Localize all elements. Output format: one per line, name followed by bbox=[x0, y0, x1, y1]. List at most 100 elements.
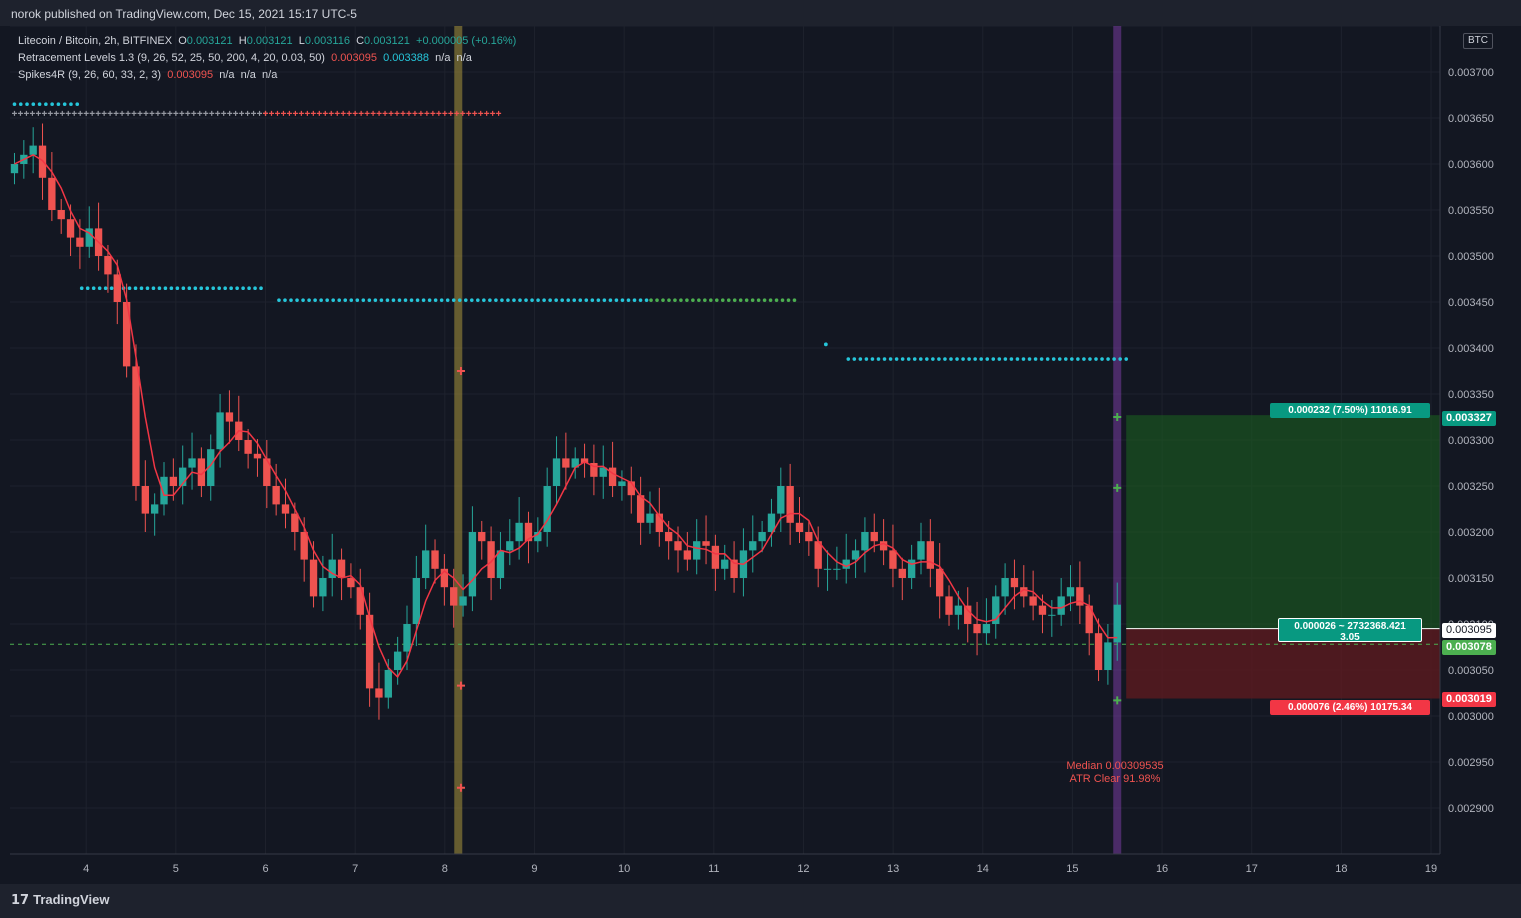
level-cross bbox=[280, 110, 286, 116]
candle bbox=[758, 532, 766, 542]
price-tick-label: 0.003200 bbox=[1448, 527, 1494, 539]
candle bbox=[552, 458, 561, 486]
candle bbox=[543, 486, 551, 532]
candle bbox=[113, 274, 121, 302]
candle bbox=[646, 513, 654, 523]
tradingview-logo[interactable]: 17 TradingView bbox=[11, 892, 109, 908]
candle bbox=[141, 486, 149, 514]
candle bbox=[861, 532, 869, 551]
level-dot bbox=[223, 286, 227, 291]
target-zone bbox=[1126, 415, 1440, 629]
candle bbox=[281, 504, 290, 514]
candle bbox=[833, 568, 841, 570]
level-dot bbox=[792, 298, 797, 302]
time-tick-label: 4 bbox=[83, 863, 89, 875]
footer-bar: 17 TradingView bbox=[0, 884, 1521, 918]
price-tick-label: 0.003600 bbox=[1448, 159, 1494, 171]
level-dot bbox=[1021, 357, 1026, 361]
price-tick-label: 0.003000 bbox=[1448, 711, 1494, 723]
legend-l-label: L bbox=[298, 35, 305, 47]
level-dot bbox=[967, 357, 971, 361]
level-dot bbox=[482, 298, 486, 302]
level-cross bbox=[41, 110, 47, 116]
level-cross bbox=[137, 110, 143, 116]
median-price-tag: 0.003078 bbox=[1442, 640, 1496, 655]
level-dot bbox=[1063, 357, 1068, 361]
level-cross bbox=[340, 110, 346, 116]
level-cross bbox=[388, 110, 394, 116]
candle bbox=[104, 256, 112, 275]
level-dot bbox=[1124, 357, 1129, 361]
position-info-label: 0.000026 ~ 2732368.421 3.05 bbox=[1278, 618, 1422, 643]
level-dot bbox=[780, 298, 785, 302]
level-cross bbox=[11, 110, 17, 116]
candle bbox=[683, 550, 692, 560]
candle bbox=[263, 458, 271, 486]
currency-label: BTC bbox=[1463, 33, 1493, 49]
level-dot bbox=[463, 298, 468, 302]
level-dot bbox=[103, 286, 108, 291]
level-cross bbox=[179, 110, 185, 116]
legend-indicator-spikes[interactable]: Spikes4R (9, 26, 60, 33, 2, 3) 0.003095 … bbox=[18, 69, 277, 81]
candle bbox=[244, 440, 252, 454]
price-tick-label: 0.003700 bbox=[1448, 67, 1494, 79]
indicator-retracement-label: Retracement Levels 1.3 (9, 26, 52, 25, 5… bbox=[18, 52, 325, 64]
candle bbox=[57, 210, 65, 220]
level-cross bbox=[251, 110, 257, 116]
level-cross bbox=[358, 110, 364, 116]
brand-name: TradingView bbox=[33, 892, 110, 907]
level-dot bbox=[931, 357, 935, 361]
level-cross bbox=[167, 110, 173, 116]
level-dot bbox=[235, 286, 239, 291]
candle bbox=[777, 486, 785, 514]
candle bbox=[515, 522, 523, 542]
level-cross bbox=[310, 110, 316, 116]
legend-high: 0.003121 bbox=[246, 35, 293, 47]
level-cross bbox=[472, 110, 478, 116]
level-cross bbox=[209, 110, 215, 116]
candle bbox=[403, 624, 411, 652]
candle bbox=[599, 467, 607, 477]
candle bbox=[440, 568, 449, 588]
chart-area[interactable]: 0.0029000.0029500.0030000.0030500.003100… bbox=[10, 25, 1510, 884]
level-dot bbox=[355, 298, 360, 302]
candle bbox=[898, 568, 906, 578]
level-cross bbox=[227, 110, 233, 116]
gridlines bbox=[10, 25, 1440, 855]
candle bbox=[795, 522, 804, 532]
candle bbox=[767, 513, 776, 532]
level-dot bbox=[145, 286, 150, 291]
level-dot bbox=[506, 298, 510, 302]
candle bbox=[160, 476, 168, 505]
level-dot bbox=[1070, 357, 1074, 361]
level-cross bbox=[406, 110, 412, 116]
level-dot bbox=[109, 286, 114, 291]
candle bbox=[973, 624, 981, 634]
candle bbox=[1066, 587, 1075, 597]
spike-mark bbox=[1113, 483, 1122, 492]
candle bbox=[1085, 605, 1093, 634]
level-dot bbox=[157, 286, 162, 291]
level-cross bbox=[65, 110, 71, 116]
spike-mark bbox=[1113, 696, 1122, 705]
candle bbox=[225, 412, 234, 422]
candle bbox=[954, 605, 963, 615]
price-chart[interactable]: 0.0029000.0029500.0030000.0030500.003100… bbox=[10, 25, 1510, 884]
time-tick-label: 18 bbox=[1335, 863, 1347, 875]
level-dot bbox=[337, 298, 342, 302]
level-cross bbox=[364, 110, 370, 116]
level-dot bbox=[1112, 357, 1116, 361]
level-dot bbox=[560, 298, 564, 302]
level-cross bbox=[125, 110, 131, 116]
level-dot bbox=[888, 357, 893, 361]
level-dot bbox=[918, 357, 923, 361]
candle bbox=[506, 541, 514, 551]
candle bbox=[524, 522, 533, 542]
candle bbox=[562, 458, 570, 468]
level-dot bbox=[937, 357, 941, 361]
level-cross bbox=[173, 110, 179, 116]
level-dot bbox=[894, 357, 899, 361]
legend-indicator-retracement[interactable]: Retracement Levels 1.3 (9, 26, 52, 25, 5… bbox=[18, 52, 472, 64]
price-tick-label: 0.003550 bbox=[1448, 205, 1494, 217]
level-dot bbox=[295, 298, 299, 302]
